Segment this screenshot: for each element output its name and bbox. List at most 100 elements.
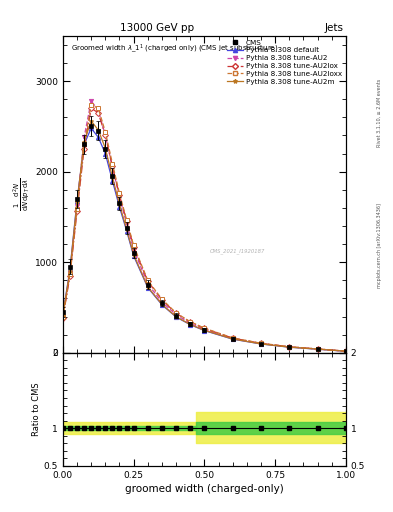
Pythia 8.308 tune-AU2lox bbox=[124, 218, 129, 224]
Pythia 8.308 default bbox=[96, 134, 101, 140]
Pythia 8.308 tune-AU2loxx bbox=[343, 348, 348, 354]
Pythia 8.308 tune-AU2 bbox=[103, 133, 108, 139]
Pythia 8.308 tune-AU2 bbox=[89, 98, 94, 104]
Text: Jets: Jets bbox=[325, 23, 344, 33]
X-axis label: groomed width (charged-only): groomed width (charged-only) bbox=[125, 484, 284, 494]
Pythia 8.308 tune-AU2m bbox=[75, 199, 79, 205]
Pythia 8.308 tune-AU2m bbox=[188, 322, 193, 328]
Pythia 8.308 default bbox=[259, 341, 263, 347]
Pythia 8.308 tune-AU2 bbox=[117, 194, 122, 200]
Pythia 8.308 tune-AU2m bbox=[145, 284, 150, 290]
Pythia 8.308 tune-AU2 bbox=[160, 299, 164, 305]
Pythia 8.308 default bbox=[174, 314, 178, 320]
Pythia 8.308 tune-AU2 bbox=[124, 220, 129, 226]
Text: Groomed width $\lambda\_1^1$ (charged only) (CMS jet substructure): Groomed width $\lambda\_1^1$ (charged on… bbox=[72, 42, 279, 55]
Y-axis label: Ratio to CMS: Ratio to CMS bbox=[32, 382, 41, 436]
Pythia 8.308 default bbox=[343, 348, 348, 354]
Pythia 8.308 tune-AU2loxx bbox=[89, 101, 94, 108]
Pythia 8.308 tune-AU2lox bbox=[230, 335, 235, 341]
Pythia 8.308 default bbox=[117, 204, 122, 210]
Pythia 8.308 tune-AU2 bbox=[315, 346, 320, 352]
Pythia 8.308 tune-AU2lox bbox=[160, 296, 164, 303]
Line: Pythia 8.308 tune-AU2loxx: Pythia 8.308 tune-AU2loxx bbox=[61, 102, 348, 353]
Pythia 8.308 tune-AU2m bbox=[110, 174, 115, 180]
Pythia 8.308 tune-AU2loxx bbox=[315, 346, 320, 352]
Pythia 8.308 default bbox=[160, 302, 164, 308]
Pythia 8.308 default bbox=[61, 311, 65, 317]
Pythia 8.308 tune-AU2m bbox=[230, 336, 235, 342]
Pythia 8.308 tune-AU2loxx bbox=[110, 160, 115, 166]
Pythia 8.308 tune-AU2loxx bbox=[287, 344, 292, 350]
Pythia 8.308 tune-AU2lox bbox=[96, 110, 101, 116]
Pythia 8.308 default bbox=[124, 227, 129, 233]
Pythia 8.308 tune-AU2loxx bbox=[188, 318, 193, 325]
Pythia 8.308 tune-AU2lox bbox=[287, 344, 292, 350]
Pythia 8.308 tune-AU2 bbox=[188, 320, 193, 326]
Pythia 8.308 tune-AU2m bbox=[202, 327, 207, 333]
Pythia 8.308 tune-AU2 bbox=[96, 107, 101, 113]
Pythia 8.308 tune-AU2lox bbox=[131, 244, 136, 250]
Pythia 8.308 tune-AU2loxx bbox=[174, 310, 178, 316]
Pythia 8.308 tune-AU2 bbox=[230, 335, 235, 342]
Pythia 8.308 tune-AU2loxx bbox=[82, 141, 86, 147]
Pythia 8.308 tune-AU2lox bbox=[145, 278, 150, 284]
Pythia 8.308 tune-AU2loxx bbox=[75, 206, 79, 212]
Pythia 8.308 tune-AU2 bbox=[131, 246, 136, 252]
Pythia 8.308 tune-AU2m bbox=[68, 268, 72, 274]
Pythia 8.308 tune-AU2m bbox=[124, 226, 129, 232]
Pythia 8.308 tune-AU2 bbox=[61, 313, 65, 319]
Pythia 8.308 tune-AU2loxx bbox=[124, 217, 129, 223]
Pythia 8.308 default bbox=[287, 344, 292, 350]
Pythia 8.308 tune-AU2m bbox=[287, 344, 292, 350]
Pythia 8.308 default bbox=[68, 266, 72, 272]
Pythia 8.308 default bbox=[202, 328, 207, 334]
Pythia 8.308 tune-AU2lox bbox=[188, 319, 193, 325]
Pythia 8.308 tune-AU2 bbox=[259, 340, 263, 347]
Pythia 8.308 tune-AU2loxx bbox=[131, 242, 136, 248]
Pythia 8.308 tune-AU2lox bbox=[89, 105, 94, 111]
Line: Pythia 8.308 tune-AU2: Pythia 8.308 tune-AU2 bbox=[61, 99, 348, 353]
Pythia 8.308 default bbox=[188, 322, 193, 328]
Pythia 8.308 tune-AU2lox bbox=[117, 192, 122, 198]
Pythia 8.308 default bbox=[315, 346, 320, 352]
Pythia 8.308 tune-AU2m bbox=[174, 314, 178, 320]
Text: mcplots.cern.ch [arXiv:1306.3436]: mcplots.cern.ch [arXiv:1306.3436] bbox=[377, 203, 382, 288]
Pythia 8.308 tune-AU2 bbox=[343, 348, 348, 354]
Line: Pythia 8.308 tune-AU2m: Pythia 8.308 tune-AU2m bbox=[61, 119, 348, 353]
Text: Rivet 3.1.10, ≥ 2.6M events: Rivet 3.1.10, ≥ 2.6M events bbox=[377, 78, 382, 147]
Pythia 8.308 tune-AU2 bbox=[75, 203, 79, 209]
Pythia 8.308 tune-AU2loxx bbox=[160, 296, 164, 302]
Pythia 8.308 default bbox=[103, 151, 108, 157]
Pythia 8.308 tune-AU2lox bbox=[75, 208, 79, 215]
Pythia 8.308 default bbox=[131, 253, 136, 259]
Pythia 8.308 tune-AU2lox bbox=[110, 163, 115, 169]
Legend: CMS, Pythia 8.308 default, Pythia 8.308 tune-AU2, Pythia 8.308 tune-AU2lox, Pyth: CMS, Pythia 8.308 default, Pythia 8.308 … bbox=[226, 38, 343, 86]
Pythia 8.308 tune-AU2m bbox=[160, 301, 164, 307]
Pythia 8.308 default bbox=[89, 125, 94, 131]
Pythia 8.308 tune-AU2m bbox=[315, 346, 320, 352]
Pythia 8.308 tune-AU2loxx bbox=[259, 340, 263, 346]
Pythia 8.308 tune-AU2lox bbox=[61, 315, 65, 321]
Pythia 8.308 tune-AU2lox bbox=[343, 348, 348, 354]
Pythia 8.308 tune-AU2lox bbox=[259, 340, 263, 347]
Pythia 8.308 tune-AU2 bbox=[110, 164, 115, 170]
Pythia 8.308 tune-AU2 bbox=[174, 312, 178, 318]
Pythia 8.308 tune-AU2loxx bbox=[145, 277, 150, 283]
Line: Pythia 8.308 default: Pythia 8.308 default bbox=[61, 126, 348, 353]
Pythia 8.308 default bbox=[82, 141, 86, 147]
Pythia 8.308 tune-AU2loxx bbox=[202, 325, 207, 331]
Pythia 8.308 tune-AU2m bbox=[131, 251, 136, 258]
Pythia 8.308 tune-AU2m bbox=[103, 145, 108, 151]
Pythia 8.308 tune-AU2lox bbox=[103, 133, 108, 139]
Pythia 8.308 tune-AU2m bbox=[117, 201, 122, 207]
Pythia 8.308 tune-AU2lox bbox=[315, 346, 320, 352]
Pythia 8.308 tune-AU2m bbox=[61, 312, 65, 318]
Pythia 8.308 tune-AU2lox bbox=[202, 326, 207, 332]
Pythia 8.308 tune-AU2m bbox=[82, 139, 86, 145]
Pythia 8.308 default bbox=[145, 285, 150, 291]
Pythia 8.308 tune-AU2loxx bbox=[96, 105, 101, 111]
Pythia 8.308 default bbox=[230, 336, 235, 342]
Pythia 8.308 tune-AU2m bbox=[96, 127, 101, 133]
Pythia 8.308 tune-AU2loxx bbox=[61, 314, 65, 321]
Pythia 8.308 tune-AU2 bbox=[68, 270, 72, 276]
